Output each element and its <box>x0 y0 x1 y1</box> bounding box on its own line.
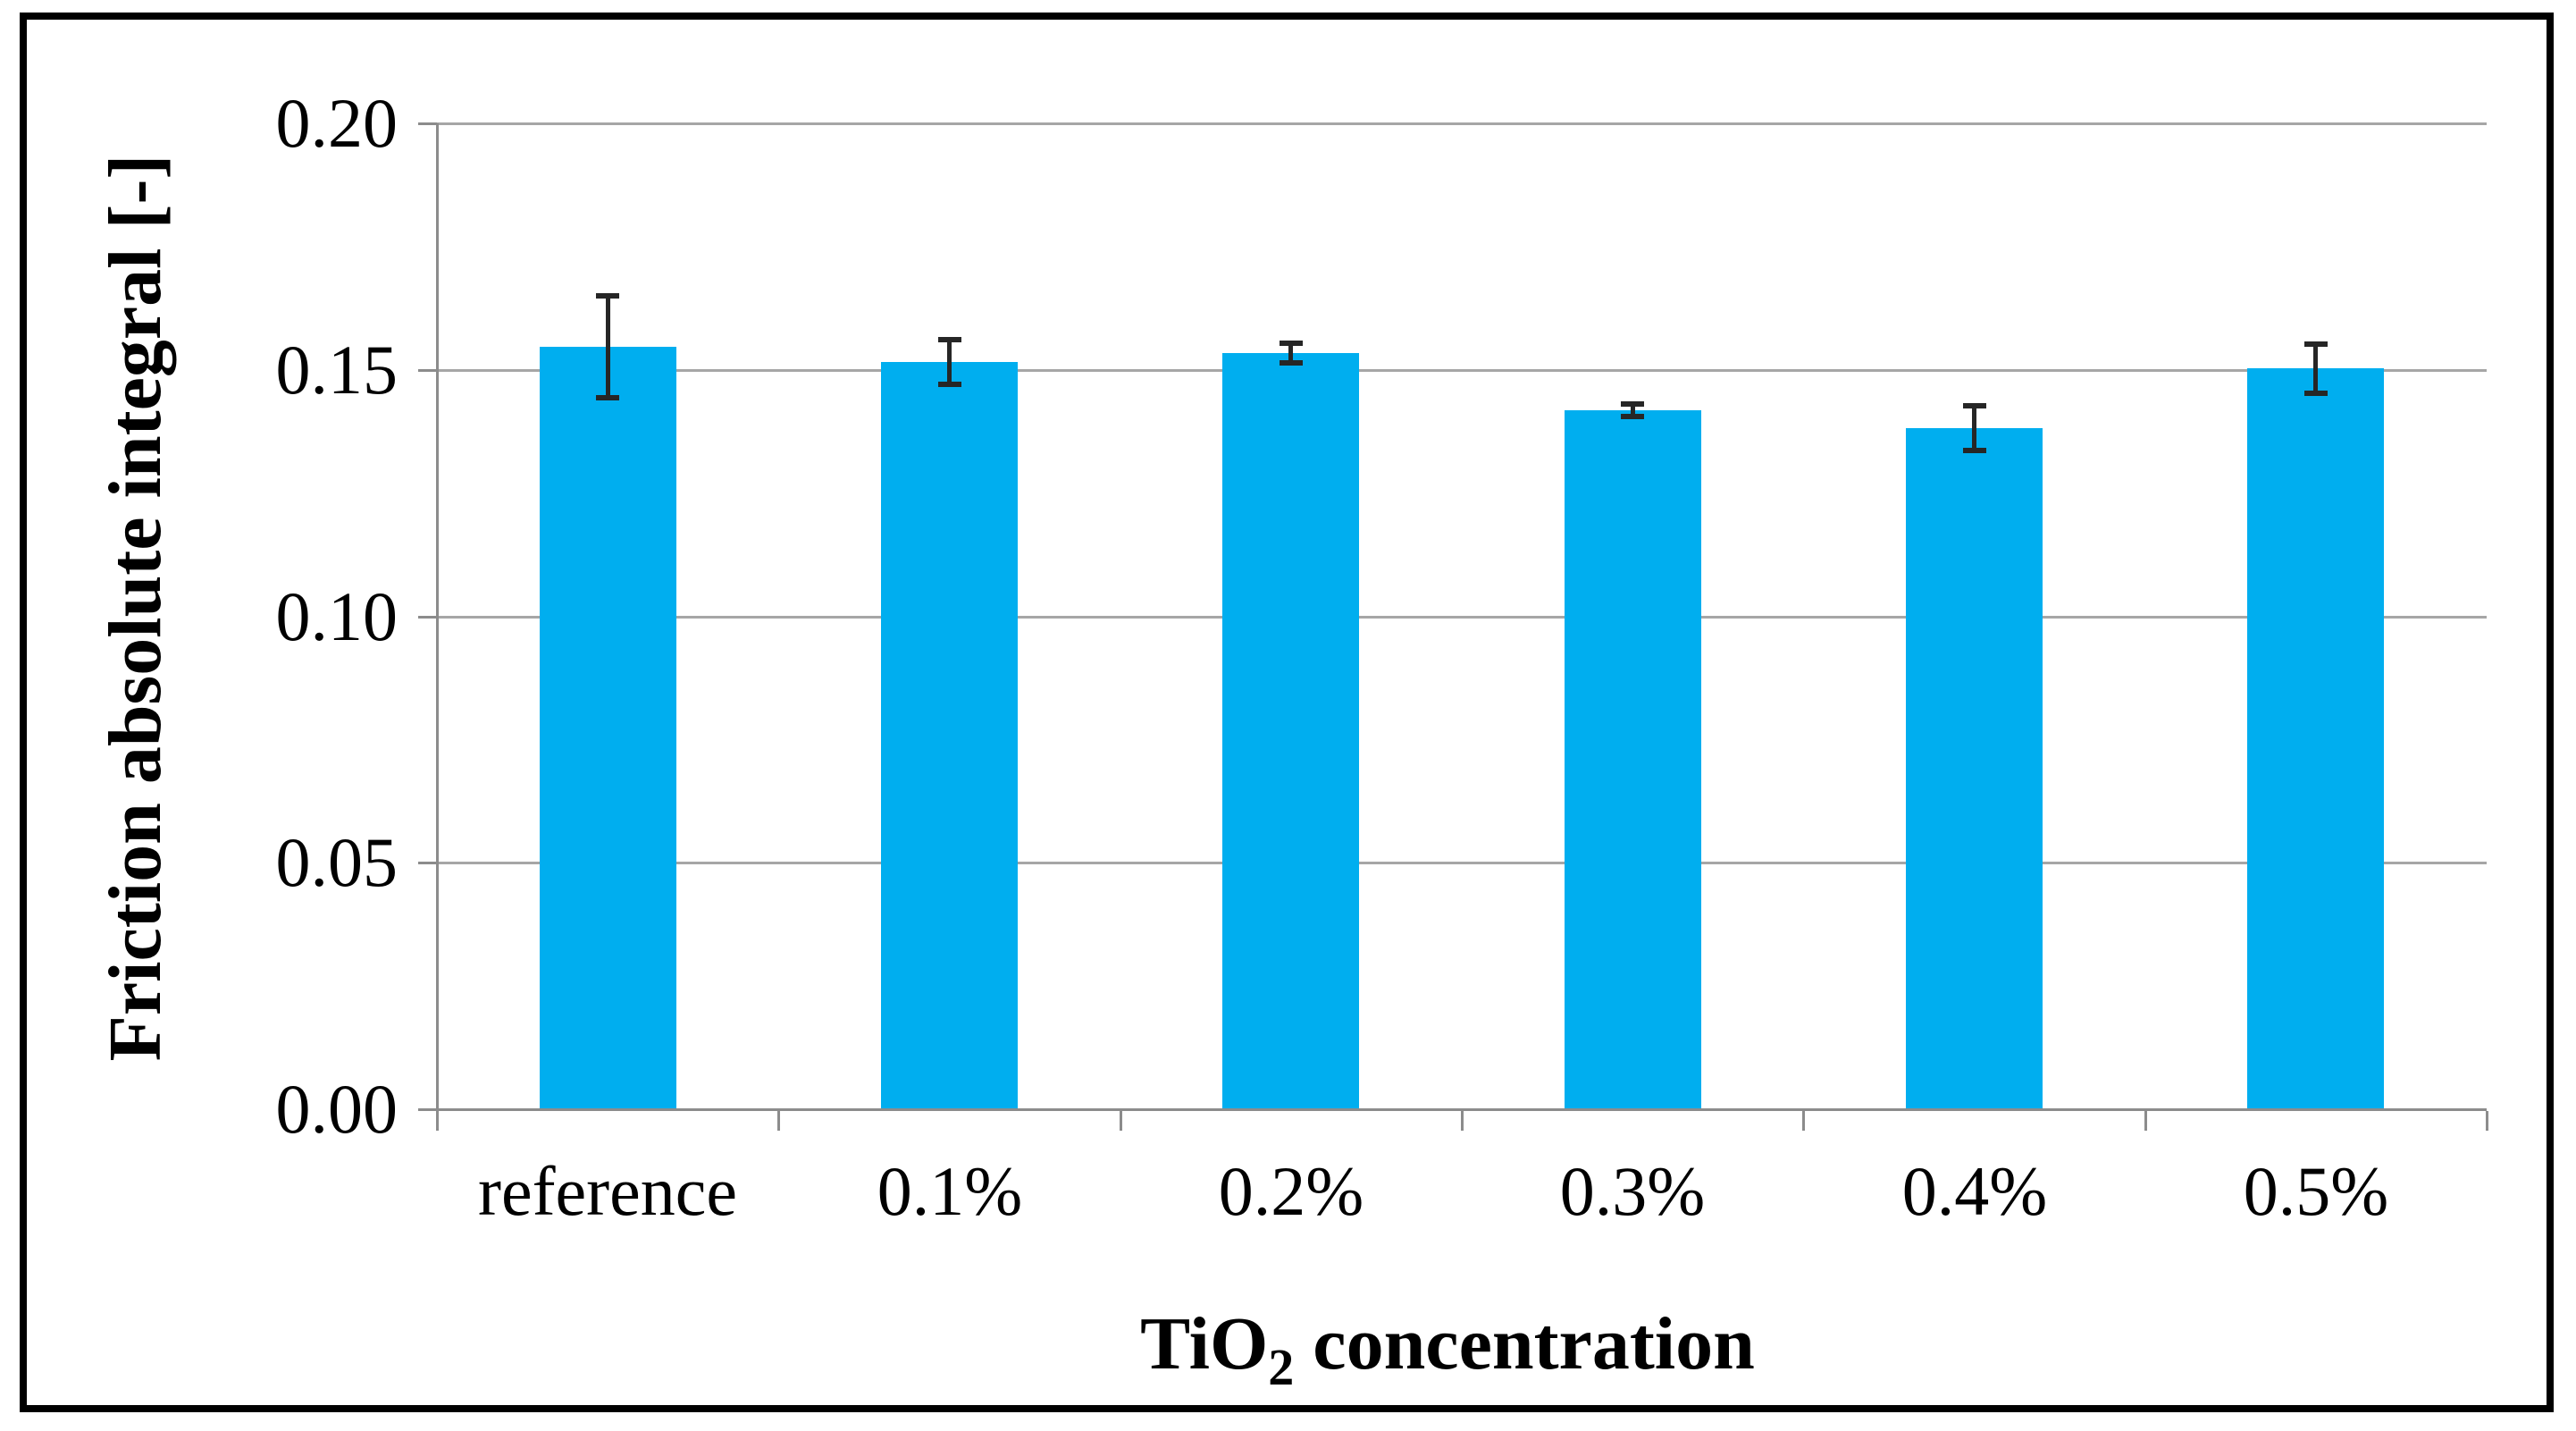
bar-0.4% <box>1906 428 2043 1109</box>
x-axis-title-rest: concentration <box>1294 1302 1755 1385</box>
x-axis-title: TiO2 concentration <box>885 1301 2010 1397</box>
gridline-0.10 <box>437 616 2487 619</box>
y-tick-label-0.05: 0.05 <box>275 823 399 901</box>
y-tick-label-0.00: 0.00 <box>275 1070 399 1148</box>
error-bar-cap-top-0.2% <box>1280 341 1303 346</box>
error-bar-cap-top-0.3% <box>1621 401 1644 407</box>
error-bar-cap-bottom-0.3% <box>1621 414 1644 419</box>
error-bar-line-0.3% <box>1631 404 1635 417</box>
x-tick-boundary-3 <box>1461 1111 1464 1131</box>
error-bar-cap-top-reference <box>596 293 619 299</box>
x-tick-boundary-6 <box>2486 1111 2488 1131</box>
x-tick-boundary-2 <box>1120 1111 1122 1131</box>
error-bar-cap-bottom-0.1% <box>938 382 961 387</box>
y-axis-line <box>436 123 439 1129</box>
bar-reference <box>540 347 676 1109</box>
error-bar-cap-top-0.1% <box>938 337 961 342</box>
x-tick-label-0.4%: 0.4% <box>1901 1152 2048 1230</box>
error-bar-line-0.2% <box>1288 343 1293 363</box>
error-bar-cap-bottom-0.2% <box>1280 360 1303 366</box>
bar-0.2% <box>1222 353 1359 1109</box>
x-axis-title-subscript: 2 <box>1268 1337 1295 1396</box>
gridline-0.20 <box>437 122 2487 125</box>
x-tick-label-reference: reference <box>477 1152 738 1230</box>
error-bar-cap-top-0.4% <box>1963 403 1986 408</box>
y-tick-label-0.20: 0.20 <box>275 84 399 162</box>
x-tick-label-0.1%: 0.1% <box>877 1152 1023 1230</box>
x-tick-boundary-5 <box>2144 1111 2147 1131</box>
x-axis-line <box>418 1108 2487 1111</box>
bar-0.3% <box>1565 410 1701 1109</box>
error-bar-line-0.1% <box>947 340 952 384</box>
x-tick-boundary-0 <box>436 1111 439 1131</box>
x-tick-boundary-4 <box>1802 1111 1805 1131</box>
x-tick-label-0.2%: 0.2% <box>1218 1152 1364 1230</box>
y-tick-0.05 <box>418 862 437 864</box>
error-bar-line-0.4% <box>1972 406 1976 450</box>
y-tick-0.10 <box>418 616 437 619</box>
error-bar-cap-bottom-reference <box>596 395 619 400</box>
bar-0.5% <box>2247 368 2384 1109</box>
error-bar-line-0.5% <box>2313 344 2318 393</box>
x-tick-label-0.3%: 0.3% <box>1559 1152 1706 1230</box>
y-tick-label-0.10: 0.10 <box>275 577 399 655</box>
y-tick-0.20 <box>418 122 437 125</box>
x-tick-label-0.5%: 0.5% <box>2243 1152 2389 1230</box>
gridline-0.15 <box>437 369 2487 372</box>
x-tick-boundary-1 <box>777 1111 780 1131</box>
error-bar-line-reference <box>606 296 610 398</box>
figure-border <box>20 13 2554 1412</box>
y-tick-label-0.15: 0.15 <box>275 331 399 408</box>
x-axis-title-main: TiO <box>1140 1302 1269 1385</box>
error-bar-cap-top-0.5% <box>2304 341 2328 347</box>
y-tick-0.15 <box>418 369 437 372</box>
y-tick-0.00 <box>418 1108 437 1111</box>
error-bar-cap-bottom-0.5% <box>2304 391 2328 396</box>
gridline-0.05 <box>437 862 2487 864</box>
error-bar-cap-bottom-0.4% <box>1963 448 1986 453</box>
bar-0.1% <box>881 362 1018 1109</box>
